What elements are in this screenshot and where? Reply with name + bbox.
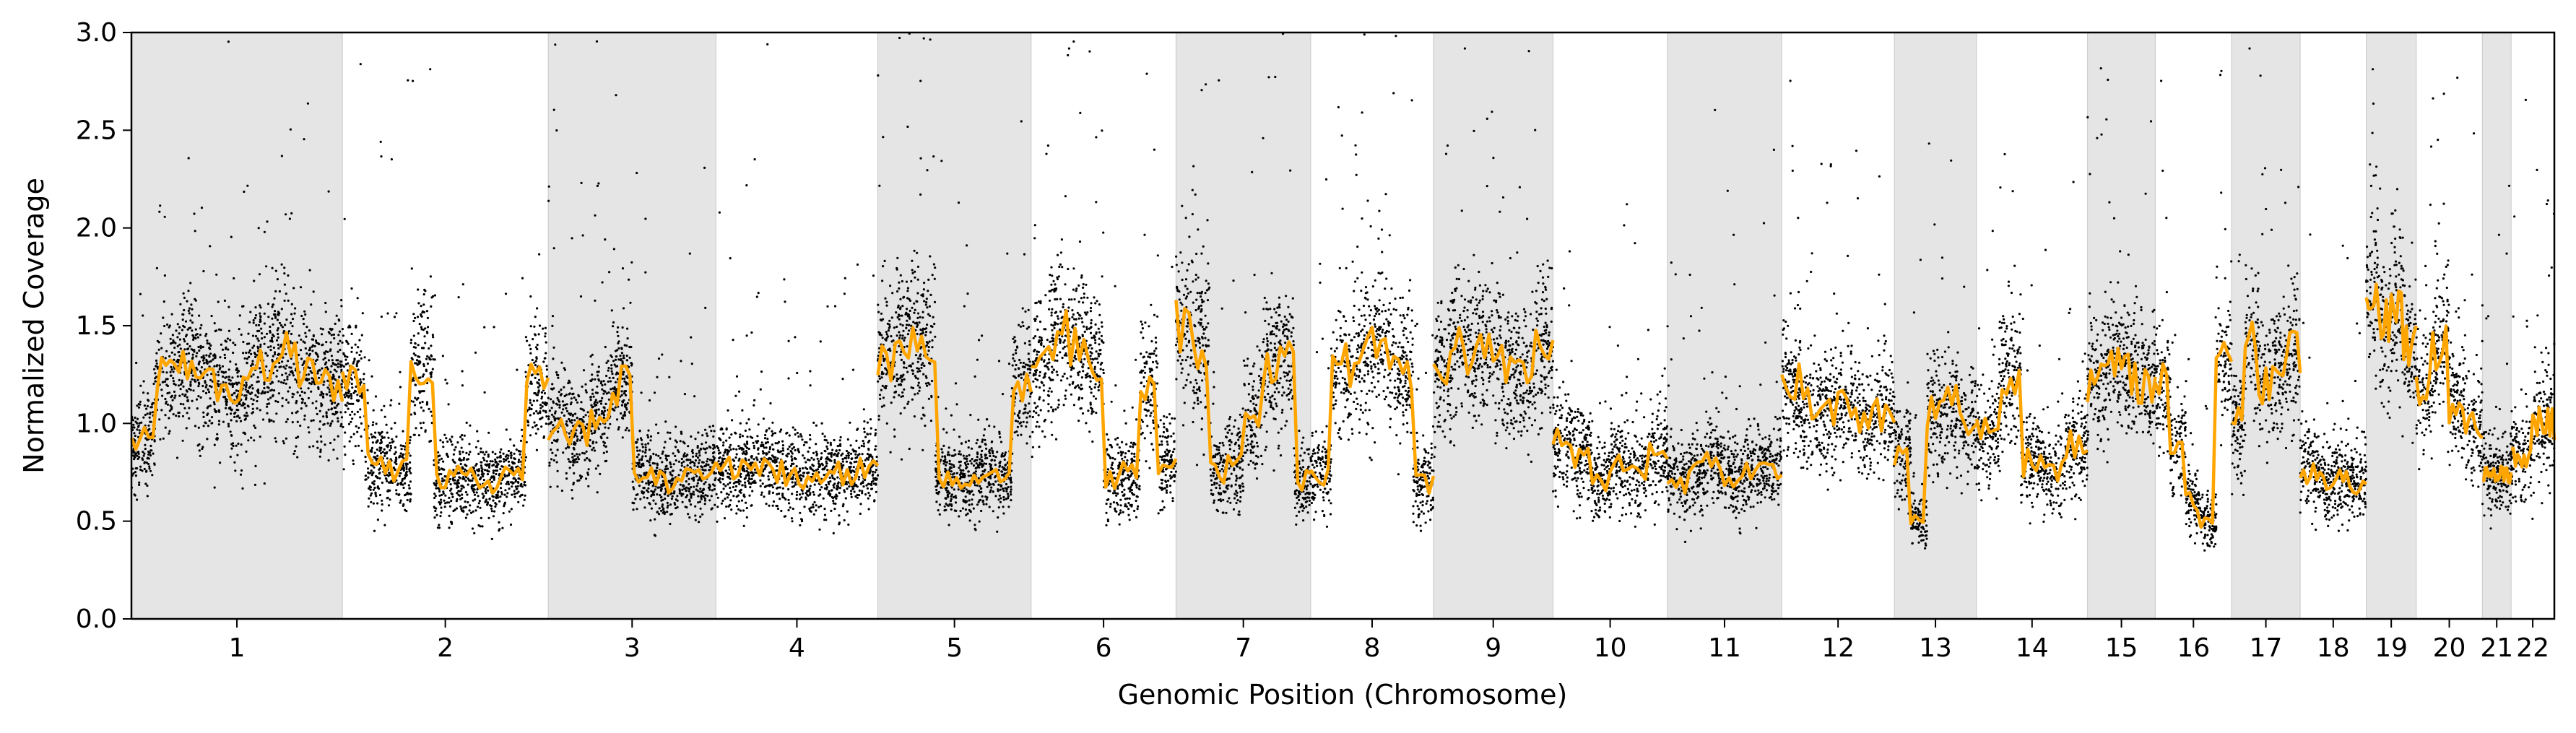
- line-chr-17: [2231, 320, 2302, 426]
- line-chr-13: [1893, 383, 1978, 526]
- line-chr-5: [876, 326, 1033, 490]
- x-tick-label: 12: [1821, 633, 1855, 663]
- line-chr-8: [1309, 326, 1436, 495]
- line-chr-10: [1551, 428, 1669, 493]
- line-chr-20: [2414, 324, 2484, 440]
- x-tick-label: 22: [2516, 633, 2549, 663]
- x-tick-label: 20: [2433, 633, 2466, 663]
- chromosome-bands: [131, 32, 2512, 620]
- x-tick-label: 15: [2105, 633, 2138, 663]
- line-chr-16: [2154, 340, 2234, 529]
- line-chr-12: [1780, 362, 1896, 434]
- line-chr-7: [1174, 300, 1312, 492]
- x-tick-label: 16: [2177, 633, 2210, 663]
- x-tick-label: 13: [1919, 633, 1952, 663]
- band-chr-13: [1894, 32, 1977, 620]
- x-tick-label: 4: [789, 633, 805, 663]
- x-tick-label: 14: [2016, 633, 2049, 663]
- x-axis-label: Genomic Position (Chromosome): [1118, 679, 1568, 711]
- y-tick-label: 2.5: [76, 116, 117, 145]
- line-chr-19: [2364, 282, 2418, 368]
- line-chr-6: [1031, 309, 1178, 490]
- x-tick-label: 9: [1485, 633, 1501, 663]
- y-axis-ticks: 0.0 0.5 1.0 1.5 2.0 2.5 3.0: [76, 18, 131, 634]
- x-tick-label: 8: [1364, 633, 1381, 663]
- y-tick-label: 3.0: [76, 18, 117, 48]
- x-tick-label: 5: [946, 633, 963, 663]
- band-chr-17: [2231, 32, 2301, 620]
- points-chr-4: [715, 43, 880, 534]
- points-chr-8: [1309, 33, 1435, 532]
- smoothed-coverage-line: [129, 282, 2557, 529]
- x-tick-label: 6: [1096, 633, 1112, 663]
- line-chr-2: [340, 360, 550, 495]
- line-chr-1: [129, 331, 344, 451]
- line-chr-11: [1666, 451, 1783, 495]
- points-chr-20: [2415, 77, 2484, 488]
- band-chr-3: [547, 32, 716, 620]
- band-chr-1: [131, 32, 343, 620]
- line-chr-21: [2482, 464, 2513, 485]
- y-tick-label: 0.0: [76, 604, 117, 634]
- x-axis-ticks: 1 2 3 4 5 6 7 8 9 10 11 12 13 14 15 16 17 18 19 20 21 22: [229, 619, 2549, 663]
- y-tick-label: 1.5: [76, 311, 117, 341]
- x-tick-label: 17: [2250, 633, 2283, 663]
- band-chr-11: [1667, 32, 1782, 620]
- y-tick-label: 1.0: [76, 409, 117, 438]
- x-tick-label: 3: [624, 633, 641, 663]
- y-tick-label: 2.0: [76, 214, 117, 243]
- points-chr-12: [1781, 79, 1896, 491]
- points-chr-14: [1975, 152, 2089, 525]
- line-chr-4: [714, 455, 880, 490]
- line-chr-9: [1432, 326, 1555, 386]
- plot-frame: [130, 31, 2556, 620]
- y-tick-label: 0.5: [76, 507, 117, 537]
- x-tick-label: 18: [2317, 633, 2350, 663]
- x-tick-label: 21: [2480, 633, 2513, 663]
- line-chr-22: [2510, 405, 2557, 469]
- x-tick-label: 11: [1708, 633, 1741, 663]
- line-chr-14: [1974, 368, 2089, 483]
- band-chr-7: [1175, 32, 1311, 620]
- points-chr-16: [2154, 69, 2233, 552]
- line-chr-3: [547, 364, 718, 495]
- x-tick-label: 19: [2375, 633, 2408, 663]
- band-chr-5: [877, 32, 1032, 620]
- x-tick-label: 2: [437, 633, 454, 663]
- x-tick-label: 10: [1594, 633, 1627, 663]
- line-chr-18: [2299, 462, 2368, 496]
- y-axis-label: Normalized Coverage: [18, 178, 50, 474]
- x-tick-label: 1: [229, 633, 246, 663]
- points-chr-10: [1552, 203, 1669, 528]
- coverage-points: [130, 32, 2556, 552]
- band-chr-9: [1433, 32, 1553, 620]
- band-chr-21: [2481, 32, 2512, 620]
- x-tick-label: 7: [1235, 633, 1252, 663]
- line-chr-15: [2086, 347, 2157, 405]
- points-chr-21: [2481, 184, 2512, 530]
